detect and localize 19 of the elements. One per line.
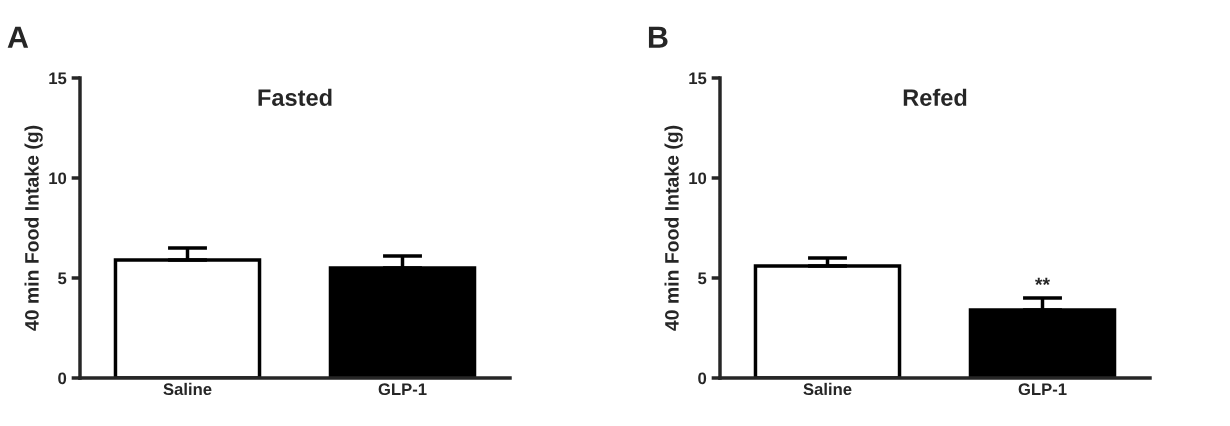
y-tick-label: 5	[698, 272, 707, 285]
y-tick-label: 0	[58, 372, 67, 385]
y-axis-title: 40 min Food Intake (g)	[24, 125, 43, 331]
text: B	[648, 26, 668, 48]
y-tick-label: 10	[49, 172, 67, 185]
x-tick-label: GLP-1	[1018, 383, 1067, 396]
y-tick-label: 10	[689, 172, 707, 185]
annotation: **	[1034, 277, 1051, 286]
chart-title: Refed	[903, 88, 967, 107]
text: A	[7, 26, 29, 48]
x-tick-label: GLP-1	[378, 383, 427, 396]
y-tick-label: 5	[58, 272, 67, 285]
chart-title: Fasted	[258, 88, 332, 107]
y-tick-label: 0	[698, 372, 707, 385]
y-tick-label: 15	[49, 72, 67, 85]
x-tick-label: Saline	[803, 382, 852, 396]
x-tick-label: Saline	[163, 382, 212, 396]
y-tick-label: 15	[689, 72, 707, 85]
y-axis-title: 40 min Food Intake (g)	[664, 125, 683, 331]
